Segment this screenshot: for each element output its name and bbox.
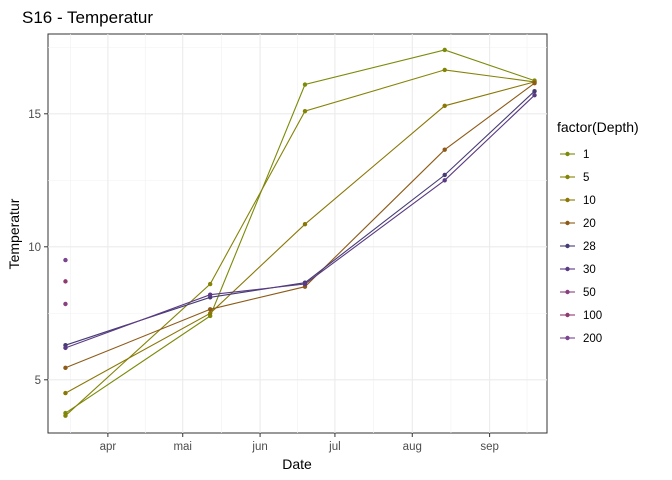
legend-label-5: 5 <box>583 172 589 184</box>
legend-key-point-50 <box>565 289 570 295</box>
legend-key-point-5 <box>565 174 570 180</box>
legend: factor(Depth) 1 5 10 20 28 30 50 100 200 <box>557 119 639 345</box>
legend-label-200: 200 <box>583 333 602 345</box>
data-point-depth-5 <box>442 67 447 73</box>
data-point-depth-30 <box>532 92 537 98</box>
data-point-depth-100 <box>63 279 68 284</box>
x-axis-title: Date <box>282 456 312 472</box>
legend-label-20: 20 <box>583 218 596 230</box>
data-point-depth-5 <box>302 108 308 114</box>
legend-key-point-100 <box>565 312 570 318</box>
legend-label-10: 10 <box>583 195 596 207</box>
data-point-depth-28 <box>532 88 537 94</box>
grid <box>48 34 547 433</box>
legend-label-100: 100 <box>583 310 602 322</box>
data-point-depth-10 <box>63 390 68 396</box>
legend-key-point-200 <box>565 335 570 341</box>
legend-label-1: 1 <box>583 149 589 161</box>
y-tick-label: 10 <box>28 242 41 254</box>
data-point-depth-20 <box>207 307 213 312</box>
legend-key-point-1 <box>565 151 570 157</box>
data-point-depth-30 <box>63 345 68 351</box>
data-point-depth-20 <box>532 81 537 86</box>
y-tick-label: 5 <box>35 375 41 387</box>
legend-label-28: 28 <box>583 241 596 253</box>
data-point-depth-50 <box>63 301 68 307</box>
legend-key-point-10 <box>565 197 570 203</box>
x-tick-label: apr <box>100 441 117 453</box>
data-point-depth-30 <box>442 178 447 183</box>
data-point-depth-5 <box>207 281 213 287</box>
legend-label-30: 30 <box>583 264 596 276</box>
chart-title: S16 - Temperatur <box>22 8 153 27</box>
axes: apr mai jun jul aug sep 5 10 15 <box>28 109 499 453</box>
data-point-depth-5 <box>63 413 68 418</box>
data-point-depth-10 <box>207 311 213 316</box>
x-tick-label: jul <box>328 441 341 453</box>
y-axis-title: Temperatur <box>6 198 22 269</box>
x-tick-label: mai <box>173 441 192 453</box>
legend-title: factor(Depth) <box>557 119 639 135</box>
data-point-depth-28 <box>442 172 447 178</box>
legend-key-point-20 <box>565 220 570 226</box>
data-point-depth-10 <box>302 221 308 227</box>
data-point-depth-20 <box>63 365 68 371</box>
x-tick-label: jun <box>251 441 267 453</box>
data-point-depth-10 <box>442 103 447 109</box>
x-tick-label: aug <box>403 441 422 453</box>
data-point-depth-1 <box>302 82 308 87</box>
data-point-depth-30 <box>207 292 213 297</box>
data-point-depth-200 <box>63 257 68 263</box>
legend-label-50: 50 <box>583 287 596 299</box>
data-point-depth-20 <box>442 147 447 152</box>
legend-key-point-28 <box>565 243 570 249</box>
legend-key-point-30 <box>565 266 570 272</box>
x-tick-label: sep <box>480 441 499 453</box>
y-tick-label: 15 <box>28 109 41 121</box>
data-point-depth-30 <box>302 281 308 287</box>
series-layer <box>63 47 537 418</box>
data-point-depth-1 <box>442 47 447 53</box>
